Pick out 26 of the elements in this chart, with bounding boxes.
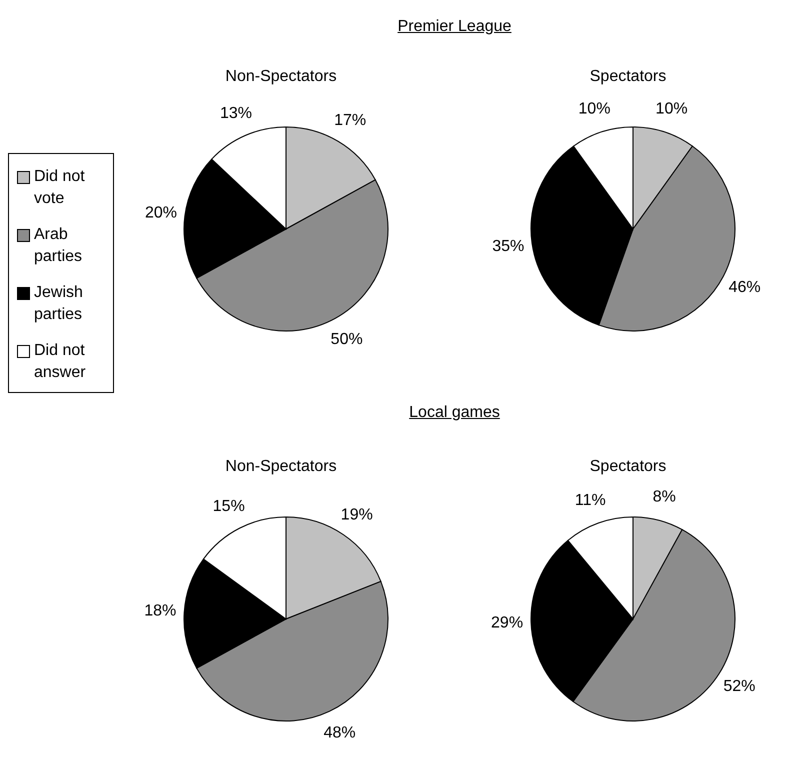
data-label: 13% <box>220 104 252 122</box>
data-label: 18% <box>144 602 176 620</box>
data-label: 52% <box>723 678 756 696</box>
data-label: 10% <box>656 100 688 118</box>
data-label: 8% <box>652 488 676 506</box>
data-label: 15% <box>212 498 245 516</box>
data-label: 35% <box>492 238 524 256</box>
chart-title: Spectators <box>588 458 668 477</box>
legend-label: Did not vote <box>34 167 86 209</box>
data-label: 29% <box>491 614 524 632</box>
text: Local games <box>408 404 501 422</box>
data-label: 17% <box>334 112 366 130</box>
legend-label: Jewish parties <box>34 283 84 325</box>
legend-label: Did not answer <box>34 341 87 383</box>
data-label: 10% <box>578 100 610 118</box>
data-label: 50% <box>330 330 363 348</box>
data-label: 48% <box>324 724 356 742</box>
data-label: 46% <box>728 278 761 296</box>
data-label: 19% <box>340 506 373 524</box>
data-label: 20% <box>144 204 178 222</box>
chart-title: Spectators <box>588 68 668 87</box>
chart-title: Non-Spectators <box>224 68 338 87</box>
text: Premier League <box>396 18 512 36</box>
legend-label: Arab parties <box>34 225 84 267</box>
chart-title: Non-Spectators <box>224 458 338 477</box>
data-label: 11% <box>574 492 606 509</box>
